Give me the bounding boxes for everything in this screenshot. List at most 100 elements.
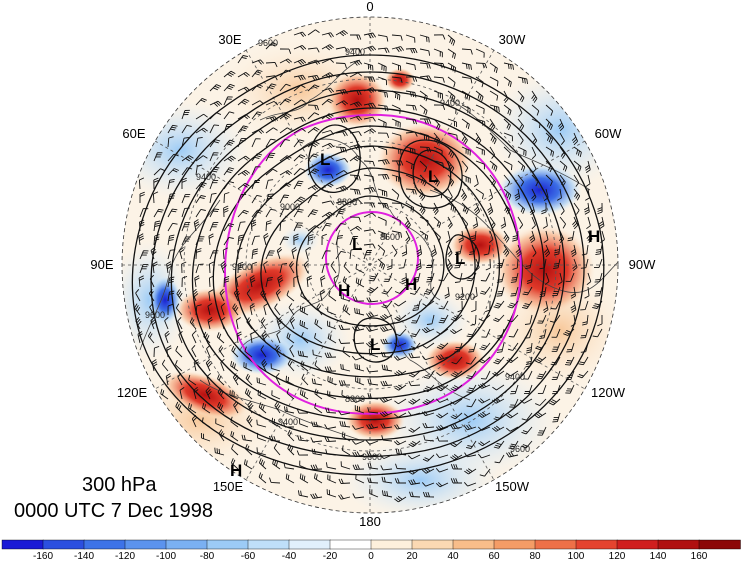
wind-barb: [510, 286, 519, 297]
wind-barb: [485, 258, 491, 271]
wind-barb: [545, 118, 553, 131]
wind-barb: [478, 440, 491, 447]
wind-barb: [220, 260, 227, 274]
wind-barb: [551, 370, 561, 380]
wind-barb: [570, 244, 577, 257]
wind-barb: [279, 236, 290, 246]
longitude-label: 120E: [117, 385, 148, 400]
wind-barb: [408, 352, 421, 359]
wind-barb: [351, 425, 365, 430]
wind-barb: [181, 167, 193, 176]
wind-barb: [438, 300, 449, 310]
wind-barb: [395, 448, 407, 456]
wind-barb: [496, 328, 505, 339]
wind-barb: [307, 194, 318, 204]
wind-barb: [597, 315, 603, 327]
wind-barb: [139, 250, 149, 260]
wind-barb: [177, 373, 183, 386]
wind-barb: [447, 104, 457, 114]
wind-barb: [293, 84, 306, 92]
wind-barb: [321, 211, 334, 218]
wind-barb: [470, 230, 477, 242]
wind-barb: [393, 342, 407, 347]
wind-barb: [461, 104, 471, 114]
wind-barb: [545, 174, 553, 187]
polar-stereographic-map: 9400 9400 9600 8600 8800 9000 9200 9400 …: [90, 0, 656, 529]
wind-barb: [381, 286, 393, 295]
valid-time-caption: 0000 UTC 7 Dec 1998: [14, 500, 214, 522]
low-pressure-center: L: [320, 150, 330, 169]
wind-barb: [251, 194, 262, 204]
wind-barb: [244, 388, 253, 400]
wind-barb: [363, 160, 375, 167]
wind-barb: [531, 132, 538, 145]
wind-barb: [381, 476, 393, 484]
wind-barb: [365, 341, 379, 348]
wind-barb: [327, 474, 337, 484]
wind-barb: [153, 152, 163, 162]
wind-barb: [391, 34, 403, 41]
wind-barb: [475, 160, 485, 170]
wind-barb: [265, 116, 279, 123]
wind-barb: [265, 193, 274, 204]
wind-barb: [545, 132, 554, 144]
wind-barb: [293, 180, 304, 190]
wind-barb: [167, 193, 176, 204]
wind-barb: [335, 30, 348, 37]
wind-barb: [461, 146, 471, 156]
wind-barb: [529, 230, 536, 244]
wind-barb: [391, 202, 404, 209]
wind-barb: [584, 160, 591, 173]
wind-barb: [349, 199, 363, 204]
wind-barb: [526, 272, 533, 285]
wind-barb: [553, 244, 561, 256]
wind-barb: [237, 221, 246, 232]
wind-barb: [542, 216, 548, 229]
wind-barb: [531, 118, 541, 129]
wind-barb: [433, 104, 446, 110]
wind-barb: [327, 333, 337, 344]
wind-barb: [478, 356, 491, 364]
map-border: [121, 16, 619, 514]
wind-barb: [237, 155, 250, 162]
wind-barb: [408, 370, 421, 378]
wind-barb: [506, 426, 519, 432]
wind-barb: [592, 300, 603, 309]
wind-barb: [237, 247, 243, 260]
wind-barb: [594, 272, 603, 283]
wind-barb: [279, 155, 292, 162]
wind-barb: [377, 258, 386, 270]
wind-barb: [220, 316, 226, 330]
wind-barb: [349, 72, 362, 78]
wind-barb: [586, 230, 593, 243]
wind-barb: [279, 98, 292, 106]
wind-barb: [450, 423, 463, 430]
wind-barb: [475, 90, 484, 102]
wind-barb: [477, 426, 491, 431]
wind-barb: [349, 131, 362, 137]
wind-barb: [391, 230, 403, 238]
wind-barb: [421, 482, 435, 487]
wind-barb: [535, 342, 547, 351]
wind-barb: [422, 342, 435, 349]
wind-barb: [307, 104, 320, 111]
wind-barb: [503, 118, 511, 130]
wind-barb: [450, 398, 463, 405]
wind-barb: [595, 244, 603, 256]
wind-barb: [461, 76, 473, 84]
wind-barb: [489, 132, 497, 145]
wind-barb: [483, 244, 491, 256]
wind-barb: [559, 202, 565, 215]
wind-barb: [506, 412, 519, 419]
wind-barb: [195, 97, 207, 106]
low-pressure-center: L: [455, 249, 465, 268]
wind-barb: [256, 447, 267, 456]
wind-barb: [279, 138, 290, 148]
wind-barb: [265, 138, 276, 148]
wind-barb: [279, 48, 292, 54]
wind-barb: [340, 363, 351, 372]
wind-barb: [573, 160, 582, 172]
wind-barb: [324, 352, 337, 358]
wind-barb: [189, 317, 197, 330]
wind-barb: [207, 303, 213, 316]
